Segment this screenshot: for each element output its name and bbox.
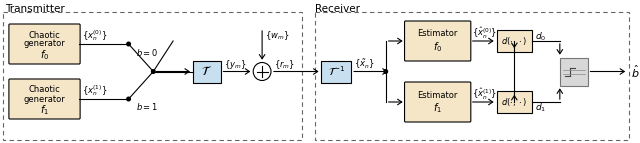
Text: $d_1$: $d_1$: [535, 102, 547, 114]
Bar: [193, 60, 221, 83]
Text: $\{r_m\}$: $\{r_m\}$: [274, 58, 295, 71]
Text: Estimator: Estimator: [417, 29, 458, 38]
Text: $f_1$: $f_1$: [433, 101, 442, 115]
FancyBboxPatch shape: [404, 21, 471, 61]
Text: $\mathcal{T}^{-1}$: $\mathcal{T}^{-1}$: [328, 65, 345, 78]
FancyBboxPatch shape: [9, 24, 80, 64]
Text: $b=1$: $b=1$: [136, 102, 159, 113]
Text: $f_0$: $f_0$: [40, 48, 49, 62]
FancyBboxPatch shape: [404, 82, 471, 122]
Text: Chaotic: Chaotic: [29, 86, 60, 95]
Circle shape: [384, 70, 388, 73]
Text: $\mathcal{T}$: $\mathcal{T}$: [201, 65, 212, 78]
Text: generator: generator: [24, 39, 65, 48]
Text: $\{\tilde{x}_n\}$: $\{\tilde{x}_n\}$: [354, 58, 375, 71]
Circle shape: [127, 42, 131, 46]
Text: generator: generator: [24, 95, 65, 104]
Text: $d(\cdot,\cdot)$: $d(\cdot,\cdot)$: [501, 35, 527, 47]
Text: $\{w_m\}$: $\{w_m\}$: [265, 30, 289, 42]
Text: $\{\hat{x}_n^{(0)}\}$: $\{\hat{x}_n^{(0)}\}$: [472, 25, 497, 40]
Bar: [321, 60, 351, 83]
Text: Chaotic: Chaotic: [29, 30, 60, 39]
Circle shape: [127, 97, 131, 101]
Text: Transmitter: Transmitter: [5, 4, 65, 14]
Text: $d_0$: $d_0$: [535, 31, 547, 43]
Bar: [497, 30, 532, 52]
Circle shape: [152, 70, 155, 73]
Bar: [3, 12, 301, 140]
Bar: [314, 12, 629, 140]
Bar: [560, 57, 588, 86]
Text: $\hat{b}$: $\hat{b}$: [631, 63, 639, 80]
Text: Receiver: Receiver: [314, 4, 360, 14]
Text: $\{x_n^{(0)}\}$: $\{x_n^{(0)}\}$: [82, 29, 108, 43]
Text: $f_0$: $f_0$: [433, 40, 442, 54]
Text: Estimator: Estimator: [417, 91, 458, 100]
Text: $d(\cdot,\cdot)$: $d(\cdot,\cdot)$: [501, 96, 527, 108]
Bar: [497, 91, 532, 113]
Text: $\{x_n^{(1)}\}$: $\{x_n^{(1)}\}$: [82, 84, 108, 98]
Text: $b=0$: $b=0$: [136, 46, 159, 57]
Text: $f_1$: $f_1$: [40, 103, 49, 117]
Text: $\{y_m\}$: $\{y_m\}$: [223, 58, 246, 71]
FancyBboxPatch shape: [9, 79, 80, 119]
Text: $\{\hat{x}_n^{(1)}\}$: $\{\hat{x}_n^{(1)}\}$: [472, 87, 497, 102]
